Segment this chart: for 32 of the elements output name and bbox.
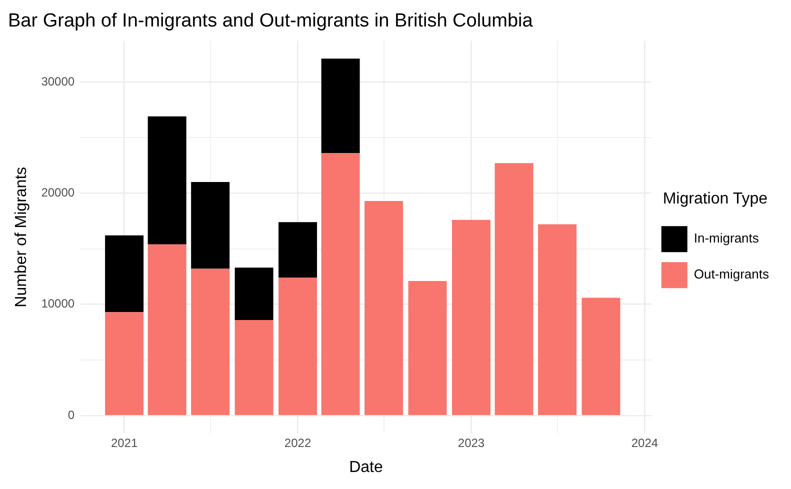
bar xyxy=(494,163,534,415)
x-tick-label: 2023 xyxy=(458,436,485,450)
bar xyxy=(105,235,144,312)
bar xyxy=(148,116,186,244)
bar xyxy=(408,281,447,415)
legend-label: Out-migrants xyxy=(694,266,770,282)
bar xyxy=(452,220,490,415)
x-tick-label: 2022 xyxy=(284,436,312,450)
y-axis-title: Number of Migrants xyxy=(13,166,30,308)
bar xyxy=(321,58,360,154)
bar xyxy=(234,268,274,320)
x-tick-label: 2024 xyxy=(631,436,658,450)
bar xyxy=(278,222,318,278)
legend-label: In-migrants xyxy=(694,230,760,246)
bar xyxy=(191,268,230,415)
y-tick-label: 20000 xyxy=(41,185,75,200)
y-tick-label: 30000 xyxy=(41,74,75,88)
chart-title: Bar Graph of In-migrants and Out-migrants in British Columbia xyxy=(8,10,534,32)
bar xyxy=(148,244,186,415)
bar xyxy=(278,278,318,415)
x-tick-label: 2021 xyxy=(110,436,138,450)
bar xyxy=(105,312,144,415)
bar xyxy=(191,182,230,269)
y-tick-label: 10000 xyxy=(41,296,75,311)
bar xyxy=(234,320,274,415)
legend-title: Migration Type xyxy=(662,190,768,208)
bar xyxy=(582,298,620,415)
y-tick-label: 0 xyxy=(68,408,75,422)
bar xyxy=(364,200,404,415)
bar xyxy=(321,153,360,415)
bar xyxy=(538,224,577,415)
x-axis-title: Date xyxy=(349,458,383,476)
